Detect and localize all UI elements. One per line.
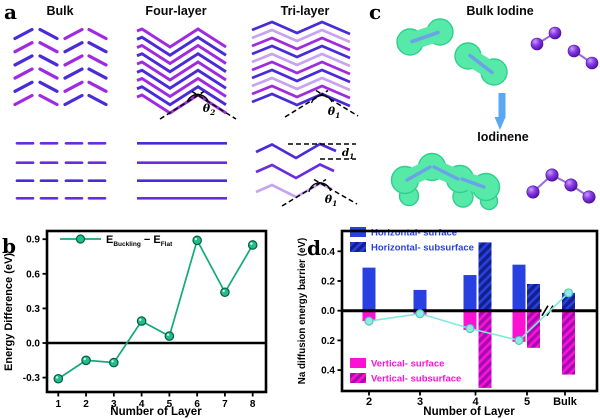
panel-a-label: a	[4, 0, 17, 24]
bulk-iodine-molecules	[396, 18, 508, 86]
panel-a-structure-diagram: θ2 θ1 d1 θ1	[13, 20, 359, 208]
svg-text:6: 6	[194, 399, 200, 410]
svg-text:-0.3: -0.3	[23, 373, 41, 384]
svg-text:8: 8	[250, 399, 256, 410]
svg-text:5: 5	[524, 396, 530, 408]
svg-text:Horizontal- subsurface: Horizontal- subsurface	[371, 243, 474, 254]
svg-text:Vertical- surface: Vertical- surface	[371, 359, 444, 370]
bulk-iodine-ball-stick	[530, 26, 599, 70]
tri-layer-side-view: θ1	[251, 20, 359, 120]
svg-text:5: 5	[167, 399, 173, 410]
panel-c-title-iodinene: Iodinene	[477, 130, 529, 144]
panel-a-title-fourlayer: Four-layer	[145, 4, 207, 18]
svg-text:Energy Difference (eV): Energy Difference (eV)	[3, 253, 15, 371]
svg-text:Vertical- subsurface: Vertical- subsurface	[371, 374, 461, 385]
bar-series-3	[362, 310, 526, 342]
svg-text:Bulk: Bulk	[553, 396, 578, 408]
svg-text:1: 1	[56, 399, 62, 410]
bulk-top-view-flat	[15, 141, 107, 200]
iodinene-molecule	[390, 152, 501, 211]
svg-text:2: 2	[366, 396, 372, 408]
svg-text:d1: d1	[342, 147, 354, 161]
down-arrow-icon	[494, 93, 506, 130]
svg-text:θ2: θ2	[203, 102, 216, 117]
four-layer-flat-view	[137, 141, 227, 200]
svg-text:4: 4	[472, 396, 479, 408]
panel-c-label: c	[369, 0, 382, 24]
svg-text:0.0: 0.0	[26, 339, 40, 350]
bar-series-4	[478, 310, 575, 388]
svg-text:0.9: 0.9	[26, 235, 40, 246]
four-layer-side-view: θ2	[136, 27, 237, 120]
svg-text:Na diffusion energy barrier (e: Na diffusion energy barrier (eV)	[297, 238, 308, 384]
panel-c-molecule-diagram	[390, 18, 599, 211]
svg-text:4: 4	[139, 399, 145, 410]
svg-text:θ1: θ1	[328, 105, 341, 120]
panel-b-label: b	[2, 234, 16, 258]
svg-text:0.3: 0.3	[26, 304, 40, 315]
svg-text:7: 7	[222, 399, 228, 410]
panel-d-bar-chart: Horizontal- surface Horizontal- subsurfac…	[297, 227, 599, 418]
panel-a-title-trilayer: Tri-layer	[280, 4, 330, 18]
panel-b-legend: EBuckling − EFlat	[60, 234, 173, 248]
panel-a-title-bulk: Bulk	[46, 4, 74, 18]
iodinene-ball-stick	[526, 168, 596, 204]
svg-text:Horizontal- surface: Horizontal- surface	[371, 228, 457, 239]
svg-text:0.0: 0.0	[321, 306, 335, 317]
svg-text:3: 3	[111, 399, 117, 410]
svg-text:2: 2	[83, 399, 89, 410]
panel-b-line-chart: EBuckling − EFlat -0.3 0.0 0.3 0.6 0.9 1 2 3 4 5 6 7…	[3, 229, 268, 418]
svg-text:Number of Layer: Number of Layer	[423, 406, 515, 418]
bulk-side-view	[13, 27, 108, 107]
svg-text:0.2: 0.2	[321, 277, 335, 288]
svg-text:0.6: 0.6	[26, 269, 40, 280]
svg-text:EBuckling − EFlat: EBuckling − EFlat	[106, 234, 173, 248]
svg-text:0.2: 0.2	[321, 336, 335, 347]
panel-c-title-bulk-iodine: Bulk Iodine	[466, 4, 534, 18]
svg-text:3: 3	[417, 396, 423, 408]
bar-series-1	[362, 264, 526, 311]
tri-layer-buckled-view: d1 θ1	[255, 142, 358, 208]
svg-text:θ1: θ1	[325, 193, 338, 208]
svg-text:Number of Layer: Number of Layer	[110, 406, 202, 418]
bar-series-2	[478, 242, 575, 311]
svg-text:0.4: 0.4	[321, 366, 335, 377]
svg-text:0.4: 0.4	[321, 247, 335, 258]
panel-d-label: d	[307, 236, 321, 260]
